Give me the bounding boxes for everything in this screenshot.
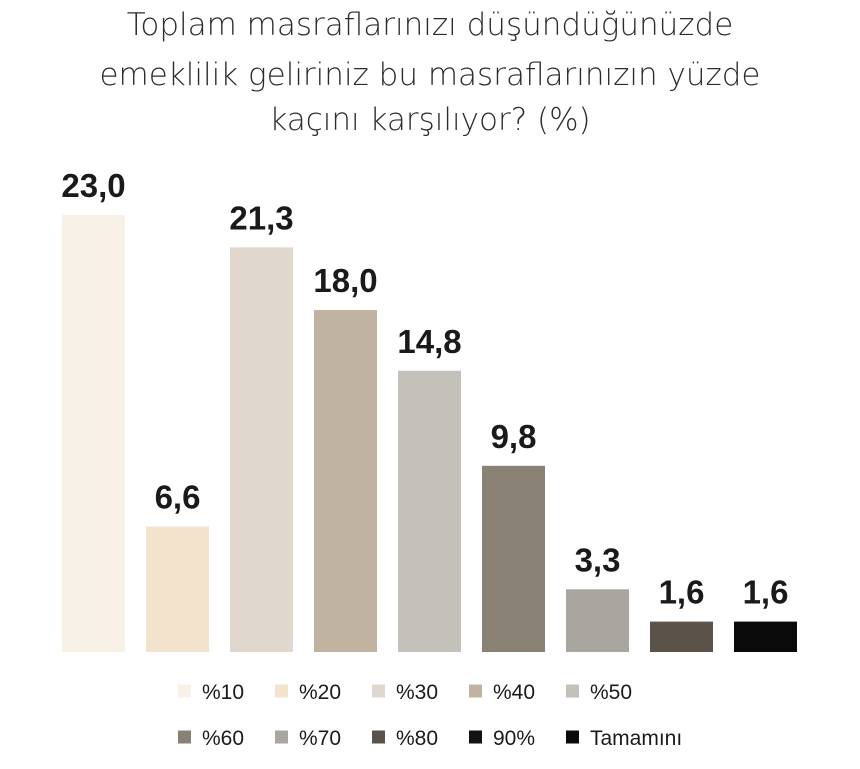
- legend-label-2: %20: [299, 681, 341, 704]
- legend-label-9: 90%: [493, 727, 535, 750]
- legend-swatch-5: [566, 684, 579, 698]
- bar-value-label-1: 23,0: [61, 167, 125, 204]
- legend-swatch-6: [178, 730, 191, 744]
- chart-title-line-3: kaçını karşılıyor? (%): [269, 102, 590, 138]
- legend-label-8: %80: [396, 727, 438, 750]
- bar-8: [650, 621, 713, 652]
- legend-swatch-2: [275, 684, 288, 698]
- bar-10: [734, 621, 797, 652]
- legend-swatch-4: [469, 684, 482, 698]
- legend-label-3: %30: [396, 681, 438, 704]
- bar-value-label-5: 14,8: [397, 323, 461, 360]
- bar-value-label-2: 6,6: [155, 479, 201, 516]
- legend-swatch-10: [566, 730, 579, 744]
- legend-label-5: %50: [590, 681, 632, 704]
- bar-value-label-3: 21,3: [229, 199, 293, 236]
- bar-value-label-4: 18,0: [313, 262, 377, 299]
- bar-1: [62, 215, 125, 652]
- legend-swatch-8: [372, 730, 385, 744]
- legend-swatch-3: [372, 684, 385, 698]
- legend-label-7: %70: [299, 727, 341, 750]
- legend-swatch-9: [469, 730, 482, 744]
- bar-value-label-7: 3,3: [575, 541, 621, 578]
- bars-group: 23,0 6,6 21,3 18,0 14,8 9,8 3,3 1,6 1,6: [61, 167, 797, 653]
- chart-title: Toplam masraflarınızı düşündüğünüzde eme…: [99, 7, 760, 138]
- bar-3: [230, 247, 293, 653]
- legend-swatch-1: [178, 684, 191, 698]
- bar-value-label-6: 9,8: [491, 418, 537, 455]
- chart-title-line-1: Toplam masraflarınızı düşündüğünüzde: [127, 7, 734, 43]
- bar-7: [566, 589, 629, 652]
- bar-2: [146, 526, 209, 652]
- bar-6: [482, 465, 545, 652]
- bar-5: [398, 370, 461, 652]
- bar-value-label-8: 1,6: [659, 574, 705, 611]
- bar-4: [314, 310, 377, 652]
- legend-label-4: %40: [493, 681, 535, 704]
- chart-title-line-2: emeklilik geliriniz bu masraflarınızın y…: [99, 57, 760, 93]
- legend-swatch-7: [275, 730, 288, 744]
- legend: %10 %20 %30 %40 %50 %60 %70 %80 90% Tamamını: [178, 681, 682, 750]
- legend-label-6: %60: [202, 727, 244, 750]
- legend-label-1: %10: [202, 681, 244, 704]
- bar-value-label-10: 1,6: [743, 574, 789, 611]
- legend-label-10: Tamamını: [590, 727, 682, 750]
